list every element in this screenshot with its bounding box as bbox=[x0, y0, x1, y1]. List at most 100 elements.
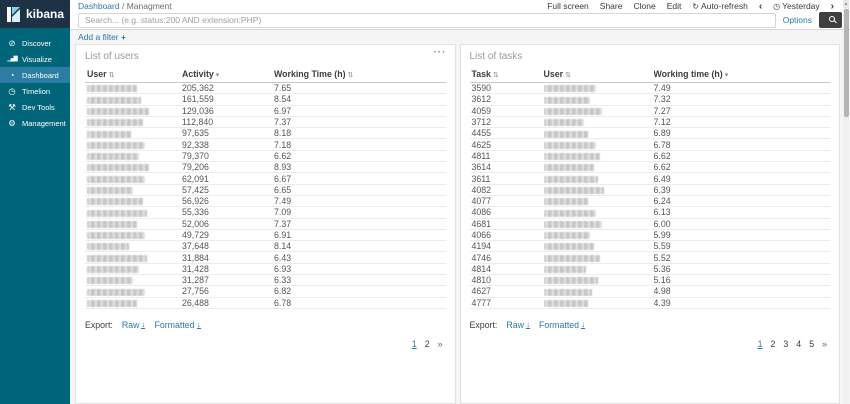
table-cell bbox=[543, 275, 654, 285]
redacted-user bbox=[543, 232, 590, 240]
sidebar-item-label: Management bbox=[22, 118, 66, 128]
column-header-activity[interactable]: Activity ▾ bbox=[182, 69, 220, 79]
table-cell: 4066 bbox=[471, 230, 492, 240]
wrench-icon: ⚒ bbox=[8, 101, 16, 112]
time-picker-button[interactable]: ◷ Yesterday bbox=[773, 1, 820, 11]
table-cell: 6.78 bbox=[274, 297, 292, 308]
table-cell: 8.18 bbox=[274, 128, 292, 139]
sidebar-item-dev-tools[interactable]: ⚒ Dev Tools bbox=[0, 99, 70, 115]
table-row: 52,006 7.37 bbox=[85, 219, 446, 230]
sidebar-item-discover[interactable]: ⊘ Discover bbox=[0, 35, 70, 51]
sort-icon: ⇅ bbox=[108, 72, 115, 79]
table-row: 4625 6.78 bbox=[469, 139, 830, 151]
search-button[interactable] bbox=[819, 12, 842, 28]
time-next-button[interactable]: › bbox=[830, 0, 834, 12]
export-formatted-link[interactable]: Formatted ↓ bbox=[538, 319, 586, 330]
table-cell bbox=[85, 241, 182, 251]
column-header-working-time[interactable]: Working time (h) ▾ bbox=[653, 69, 729, 79]
pagination-page-2[interactable]: 2 bbox=[424, 338, 430, 349]
table-cell bbox=[85, 219, 182, 229]
redacted-user bbox=[87, 141, 145, 149]
redacted-user bbox=[87, 175, 145, 183]
table-cell: 7.09 bbox=[274, 207, 292, 218]
column-header-task[interactable]: Task ⇅ bbox=[471, 69, 499, 79]
table-row: 79,206 8.93 bbox=[85, 162, 446, 174]
pagination-next-button[interactable]: » bbox=[822, 338, 827, 349]
pagination-page-5[interactable]: 5 bbox=[809, 338, 815, 349]
table-header-row: Task ⇅ User ⇅ Working time (h) ▾ bbox=[469, 69, 830, 83]
table-cell: 6.65 bbox=[274, 184, 292, 195]
clone-button[interactable]: Clone bbox=[633, 1, 656, 11]
export-raw-link[interactable]: Raw ↓ bbox=[506, 319, 530, 330]
table-cell bbox=[85, 253, 182, 263]
options-link[interactable]: Options bbox=[782, 15, 812, 25]
table-cell: 7.12 bbox=[653, 117, 671, 128]
auto-refresh-button[interactable]: ↻ Auto-refresh bbox=[692, 1, 748, 11]
redacted-user bbox=[543, 153, 600, 161]
sidebar-item-visualize[interactable]: ▁▄▇ Visualize bbox=[0, 51, 70, 67]
sidebar-item-label: Timelion bbox=[22, 86, 51, 96]
bar-chart-icon: ▁▄▇ bbox=[7, 56, 17, 62]
table-cell: 5.99 bbox=[653, 230, 671, 240]
sidebar-item-management[interactable]: ⚙ Management bbox=[0, 115, 70, 131]
table-cell: 37,648 bbox=[182, 241, 209, 252]
add-filter-button[interactable]: Add a filter + bbox=[78, 31, 126, 42]
table-cell: 3614 bbox=[471, 162, 492, 173]
redacted-user bbox=[543, 254, 600, 262]
table-body: 3590 7.49 3612 7.32 4059 7.27 3712 7.12 4455 6.89… bbox=[469, 83, 830, 309]
table-cell bbox=[543, 128, 654, 138]
sidebar-item-label: Dashboard bbox=[22, 70, 59, 80]
export-raw-link[interactable]: Raw ↓ bbox=[121, 319, 146, 330]
pagination-next-button[interactable]: » bbox=[437, 338, 443, 349]
table-cell: 6.93 bbox=[274, 263, 292, 274]
table-cell: 6.13 bbox=[653, 207, 671, 218]
table-cell: 4.39 bbox=[653, 297, 671, 308]
sort-icon: ⇅ bbox=[565, 72, 571, 79]
table-row: 62,091 6.67 bbox=[85, 173, 446, 185]
redacted-user bbox=[87, 96, 141, 104]
redacted-user bbox=[543, 220, 602, 228]
column-header-user[interactable]: User ⇅ bbox=[543, 69, 571, 79]
table-row: 26,488 6.78 bbox=[85, 298, 446, 309]
pagination-page-3[interactable]: 3 bbox=[783, 338, 789, 349]
share-button[interactable]: Share bbox=[599, 1, 623, 11]
table-cell bbox=[85, 230, 182, 240]
panel-list-of-users: List of users ··· User ⇅ Activity ▾ Workin… bbox=[75, 44, 456, 404]
pagination-page-2[interactable]: 2 bbox=[770, 338, 776, 349]
table-row: 4814 5.36 bbox=[469, 264, 830, 276]
panel-options-ellipsis-icon[interactable]: ··· bbox=[433, 47, 447, 58]
table-cell bbox=[543, 94, 654, 104]
redacted-user bbox=[87, 299, 137, 307]
table-cell: 97,635 bbox=[182, 128, 209, 139]
full-screen-button[interactable]: Full screen bbox=[547, 1, 589, 11]
table-cell bbox=[543, 253, 654, 263]
column-header-working-time[interactable]: Working Time (h) ⇅ bbox=[274, 69, 354, 79]
pagination-page-4[interactable]: 4 bbox=[796, 338, 802, 349]
table-row: 3612 7.32 bbox=[469, 94, 830, 106]
sidebar-item-dashboard[interactable]: ◔ Dashboard bbox=[0, 67, 70, 83]
table-row: 4811 6.62 bbox=[469, 150, 830, 163]
table-cell: 6.00 bbox=[653, 218, 671, 229]
export-label: Export: bbox=[469, 319, 498, 330]
compass-icon: ⊘ bbox=[8, 37, 16, 48]
scroll-up-arrow-icon[interactable]: ▲ bbox=[843, 0, 849, 8]
table-cell bbox=[543, 106, 654, 116]
sidebar-item-timelion[interactable]: ◷ Timelion bbox=[0, 83, 70, 99]
download-icon: ↓ bbox=[196, 319, 201, 329]
panel-title: List of users bbox=[85, 51, 139, 62]
search-input[interactable] bbox=[78, 12, 776, 28]
pagination-page-1[interactable]: 1 bbox=[411, 338, 417, 349]
time-prev-button[interactable]: ‹ bbox=[758, 0, 763, 12]
table-row: 4077 6.24 bbox=[469, 196, 830, 208]
table-cell bbox=[543, 196, 654, 206]
column-header-user[interactable]: User ⇅ bbox=[87, 69, 115, 79]
edit-button[interactable]: Edit bbox=[666, 1, 682, 11]
table-row: 4627 4.98 bbox=[469, 286, 830, 298]
table-cell: 4811 bbox=[471, 150, 491, 161]
gauge-icon: ◔ bbox=[9, 70, 15, 80]
redacted-user bbox=[543, 85, 596, 93]
breadcrumb-dashboard-link[interactable]: Dashboard bbox=[78, 1, 120, 11]
scrollbar-thumb[interactable] bbox=[843, 9, 849, 117]
export-formatted-link[interactable]: Formatted ↓ bbox=[154, 319, 201, 330]
pagination-page-1[interactable]: 1 bbox=[757, 338, 763, 349]
